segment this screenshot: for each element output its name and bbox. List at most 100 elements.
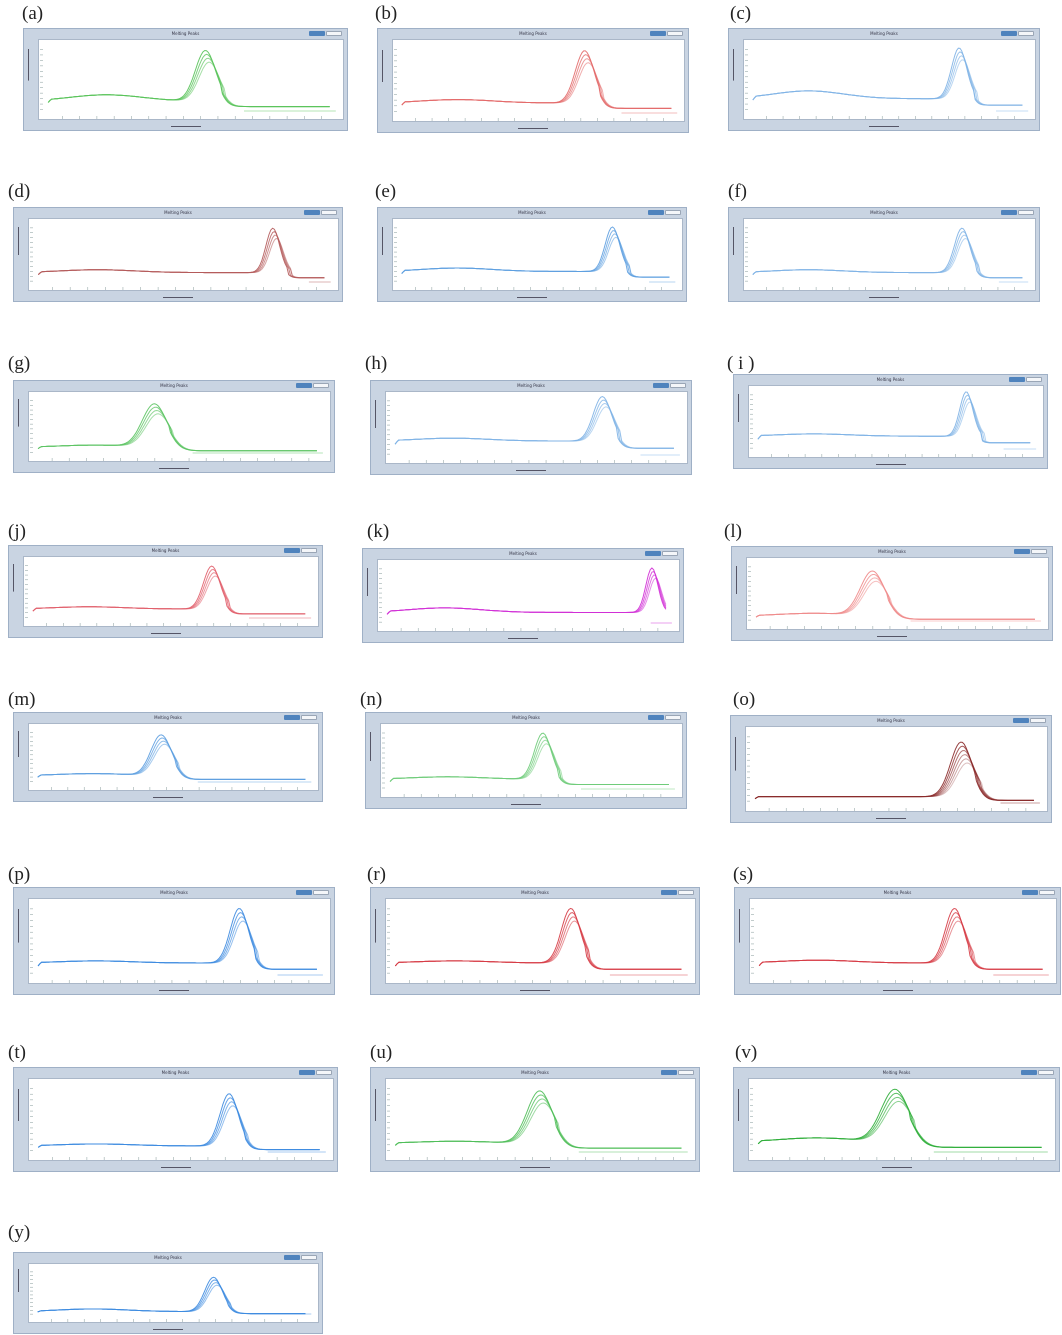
toolbar-button-secondary[interactable] <box>301 715 317 720</box>
melt-curve-svg <box>25 565 312 626</box>
melt-curve-svg <box>750 391 1037 457</box>
melt-curve-svg <box>40 49 336 119</box>
x-axis-label <box>14 989 334 992</box>
toolbar-button-secondary[interactable] <box>662 551 678 556</box>
window-title: Melting Peaks <box>521 890 549 895</box>
series-line <box>37 920 317 970</box>
series-line <box>755 570 1035 620</box>
toolbar-button-secondary[interactable] <box>326 31 342 36</box>
melting-peaks-window: Melting Peaks <box>13 380 335 473</box>
toolbar-button-primary[interactable] <box>1013 718 1029 723</box>
series-line <box>752 234 1023 279</box>
toolbar-button-primary[interactable] <box>304 210 320 215</box>
series-line <box>389 743 669 785</box>
toolbar-button-primary[interactable] <box>1009 377 1025 382</box>
toolbar-button-secondary[interactable] <box>301 1255 317 1260</box>
series-line <box>754 762 1034 801</box>
toolbar-button-primary[interactable] <box>1001 210 1017 215</box>
toolbar-button-secondary[interactable] <box>313 383 329 388</box>
series-line <box>401 233 670 278</box>
toolbar-button-primary[interactable] <box>650 31 666 36</box>
toolbar-button-primary[interactable] <box>661 890 677 895</box>
x-axis-label <box>14 796 322 799</box>
toolbar-button-secondary[interactable] <box>667 31 683 36</box>
series-line <box>386 577 667 615</box>
toolbar-button-primary[interactable] <box>645 551 661 556</box>
panel-label: (t) <box>8 1042 26 1063</box>
y-axis-label <box>374 387 377 458</box>
toolbar-button-secondary[interactable] <box>321 210 337 215</box>
toolbar-button-secondary[interactable] <box>1018 31 1034 36</box>
x-axis-label <box>729 125 1039 128</box>
toolbar-button-primary[interactable] <box>648 715 664 720</box>
y-axis-label <box>17 214 20 285</box>
series-line <box>394 402 674 449</box>
plot-area <box>748 1078 1056 1161</box>
y-axis-label <box>738 894 741 978</box>
series-line <box>757 401 1031 444</box>
y-axis-label <box>732 35 735 114</box>
x-axis-label <box>371 1166 699 1169</box>
toolbar-button-secondary[interactable] <box>1031 549 1047 554</box>
series-line <box>394 1102 682 1149</box>
panel-label: (b) <box>375 3 398 24</box>
toolbar-button-primary[interactable] <box>648 210 664 215</box>
toolbar-button-secondary[interactable] <box>670 383 686 388</box>
x-axis-label <box>14 296 342 299</box>
toolbar-button-secondary[interactable] <box>1018 210 1034 215</box>
series-line <box>754 749 1034 801</box>
series-line <box>37 406 317 452</box>
toolbar-button-secondary[interactable] <box>665 715 681 720</box>
window-title: Melting Peaks <box>151 548 180 553</box>
y-axis-label <box>17 1259 20 1317</box>
x-axis-label <box>732 635 1052 638</box>
toolbar-button-primary[interactable] <box>299 1070 315 1075</box>
melt-curve-svg <box>387 1088 688 1160</box>
toolbar-button-primary[interactable] <box>296 383 312 388</box>
toolbar-button-secondary[interactable] <box>678 890 694 895</box>
toolbar-button-primary[interactable] <box>653 383 669 388</box>
toolbar-button-primary[interactable] <box>284 715 300 720</box>
window-title: Melting Peaks <box>171 31 200 36</box>
toolbar-button-primary[interactable] <box>1021 1070 1037 1075</box>
series-line <box>386 567 667 615</box>
panel-label: ( i ) <box>727 353 755 374</box>
toolbar-button-secondary[interactable] <box>665 210 681 215</box>
toolbar-button-primary[interactable] <box>284 548 300 553</box>
plot-area <box>377 559 680 632</box>
x-axis-label <box>735 989 1060 992</box>
toolbar-button-primary[interactable] <box>1001 31 1017 36</box>
series-line <box>37 234 325 279</box>
series-line <box>37 743 306 780</box>
toolbar-button-secondary[interactable] <box>301 548 317 553</box>
melting-peaks-window: Melting Peaks <box>362 548 684 643</box>
toolbar-button-primary[interactable] <box>309 31 325 36</box>
panel-label: (k) <box>367 521 390 542</box>
plot-area <box>392 39 685 122</box>
series-line <box>401 226 670 278</box>
toolbar-button-secondary[interactable] <box>1038 1070 1054 1075</box>
toolbar-button-secondary[interactable] <box>313 890 329 895</box>
toolbar-button-secondary[interactable] <box>1026 377 1042 382</box>
series-line <box>755 574 1035 620</box>
toolbar-button-secondary[interactable] <box>1030 718 1046 723</box>
toolbar-button-primary[interactable] <box>284 1255 300 1260</box>
panel-label: (p) <box>8 864 31 885</box>
window-title: Melting Peaks <box>519 31 547 36</box>
toolbar-button-primary[interactable] <box>1022 890 1038 895</box>
series-line <box>755 580 1035 620</box>
toolbar-button-secondary[interactable] <box>678 1070 694 1075</box>
toolbar-button-primary[interactable] <box>661 1070 677 1075</box>
toolbar-button-secondary[interactable] <box>316 1070 332 1075</box>
window-title: Melting Peaks <box>521 1070 549 1075</box>
y-axis-label <box>735 553 738 624</box>
melt-curve-svg <box>382 732 675 797</box>
melt-curve-svg <box>30 227 331 290</box>
panel-label: (y) <box>8 1222 31 1243</box>
x-axis-label <box>378 127 688 130</box>
toolbar-button-secondary[interactable] <box>1039 890 1055 895</box>
y-axis-label <box>369 719 372 792</box>
toolbar-button-primary[interactable] <box>1014 549 1030 554</box>
y-axis-label <box>366 555 369 626</box>
toolbar-button-primary[interactable] <box>296 890 312 895</box>
